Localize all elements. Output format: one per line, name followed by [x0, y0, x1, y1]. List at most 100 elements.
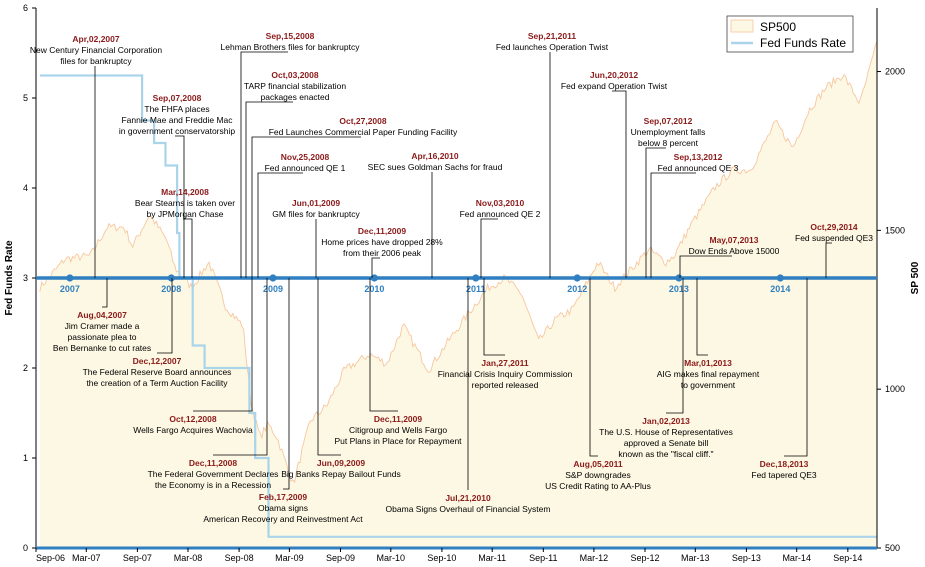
event-leader-line: [257, 172, 303, 278]
event-date: Oct,12,2008: [169, 414, 217, 424]
event-text: Financial Crisis Inquiry Commission: [438, 369, 573, 379]
event-date: Jun,01,2009: [292, 198, 340, 208]
x-tick-label: Sep-12: [630, 553, 659, 563]
event-date: Sep,07,2008: [153, 93, 202, 103]
event-text: Fed announced QE 2: [460, 209, 541, 219]
event-text: in government conservatorship: [119, 126, 236, 136]
event-leader-line: [183, 218, 193, 278]
right-tick-label: 2000: [885, 67, 905, 77]
timeline-year-label: 2013: [669, 284, 689, 294]
left-tick-label: 6: [23, 3, 28, 13]
event-date: Aug,05,2011: [573, 459, 622, 469]
event-leader-line: [612, 90, 627, 278]
timeline-year-dot: [573, 274, 581, 282]
event-date: Sep,07,2012: [644, 116, 693, 126]
event-text: American Recovery and Reinvestment Act: [203, 514, 363, 524]
event-leader-line: [369, 278, 398, 412]
x-tick-label: Mar-12: [580, 553, 609, 563]
right-tick-label: 1000: [885, 384, 905, 394]
event-date: Aug,04,2007: [77, 310, 127, 320]
event-date: Jul,21,2010: [445, 493, 491, 503]
event-date: Apr,16,2010: [411, 151, 459, 161]
event-text: Put Plans in Place for Repayment: [334, 436, 462, 446]
event-leader-line: [283, 278, 290, 490]
x-tick-label: Mar-11: [478, 553, 506, 563]
event-text: passionate plea to: [68, 332, 137, 342]
event-text: packages enacted: [261, 92, 330, 102]
event-text: Ben Bernanke to cut rates: [53, 343, 151, 353]
event-text: New Century Financial Corporation: [30, 45, 163, 55]
event-date: Nov,25,2008: [281, 152, 330, 162]
event-text: the Economy is in a Recession: [155, 480, 271, 490]
event-date: Dec,12,2007: [133, 356, 182, 366]
right-tick-label: 1500: [885, 225, 905, 235]
event-text: to government: [681, 380, 736, 390]
event-text: files for bankruptcy: [60, 56, 132, 66]
event-leader-line: [483, 278, 505, 356]
x-tick-label: Mar-10: [377, 553, 406, 563]
legend-label-sp500: SP500: [760, 20, 796, 34]
left-tick-label: 2: [23, 363, 28, 373]
event-text: Citigroup and Wells Fargo: [349, 425, 447, 435]
x-tick-label: Sep-08: [225, 553, 254, 563]
event-leader-line: [825, 242, 832, 278]
event-date: Jun,09,2009: [317, 458, 365, 468]
event-leader-line: [175, 135, 185, 278]
event-text: Fed launches Operation Twist: [496, 42, 609, 52]
event-text: TARP financial stabilization: [244, 81, 346, 91]
event-date: Mar,01,2013: [684, 358, 732, 368]
event-leader-line: [696, 278, 708, 356]
event-text: AIG makes final repayment: [657, 369, 760, 379]
event-date: Oct,03,2008: [271, 70, 319, 80]
event-date: Dec,18,2013: [760, 459, 809, 469]
event-date: Feb,17,2009: [259, 492, 307, 502]
timeline-year-label: 2011: [466, 284, 486, 294]
event-text: S&P downgrades: [565, 470, 631, 480]
legend-label-fed: Fed Funds Rate: [760, 36, 846, 50]
event-date: May,07,2013: [710, 235, 759, 245]
timeline: 2007 2008 2009 2010 2011 2012 2013 2014: [36, 274, 877, 294]
event-text: below 8 percent: [638, 138, 699, 148]
event-date: Oct,29,2014: [810, 222, 858, 232]
event-leader-line: [193, 278, 253, 412]
event-date: Dec,11,2009: [374, 414, 422, 424]
event-leader-line: [371, 257, 380, 278]
x-tick-label: Sep-07: [123, 553, 152, 563]
event-text: The Federal Reserve Board announces: [83, 367, 232, 377]
event-text: Fannie Mae and Freddie Mac: [121, 115, 233, 125]
event-leader-line: [784, 278, 808, 457]
event-date: Dec,11,2009: [358, 226, 406, 236]
event-date: Dec,11,2008: [189, 458, 237, 468]
event-leader-line: [317, 278, 341, 456]
event-text: The FHFA places: [144, 104, 209, 114]
timeline-year-label: 2014: [770, 284, 790, 294]
x-tick-label: Mar-14: [782, 553, 811, 563]
event-leader-line: [589, 278, 598, 457]
right-tick-label: 500: [885, 543, 900, 553]
timeline-year-dot: [269, 274, 277, 282]
event-text: the creation of a Term Auction Facility: [86, 378, 228, 388]
x-tick-label: Mar-08: [174, 553, 203, 563]
timeline-year-label: 2008: [161, 284, 181, 294]
timeline-year-dot: [167, 274, 175, 282]
axes: 0 1 2 3 4 5 6 500 1000 1500 2000 Sep-06 Mar-07 Sep-07…: [4, 3, 921, 563]
event-leader-line: [251, 136, 361, 278]
event-date: Oct,27,2008: [339, 116, 387, 126]
event-text: Fed announced QE 1: [265, 163, 346, 173]
legend-swatch-sp500: [730, 19, 754, 33]
event-text: reported released: [472, 380, 539, 390]
event-leader-line: [240, 51, 288, 278]
event-leader-line: [666, 278, 684, 414]
event-text: Fed Launches Commercial Paper Funding Fa…: [269, 127, 458, 137]
x-tick-label: Mar-09: [275, 553, 304, 563]
event-text: approved a Senate bill: [624, 438, 709, 448]
x-tick-label: Sep-06: [36, 553, 65, 563]
event-leader-line: [645, 147, 666, 278]
event-text: The U.S. House of Representatives: [599, 427, 733, 437]
event-text: Obama signs: [258, 503, 308, 513]
legend: SP500 Fed Funds Rate: [726, 15, 854, 53]
event-date: Sep,13,2012: [674, 152, 723, 162]
event-text: from their 2006 peak: [343, 248, 422, 258]
x-tick-label: Sep-09: [326, 553, 355, 563]
